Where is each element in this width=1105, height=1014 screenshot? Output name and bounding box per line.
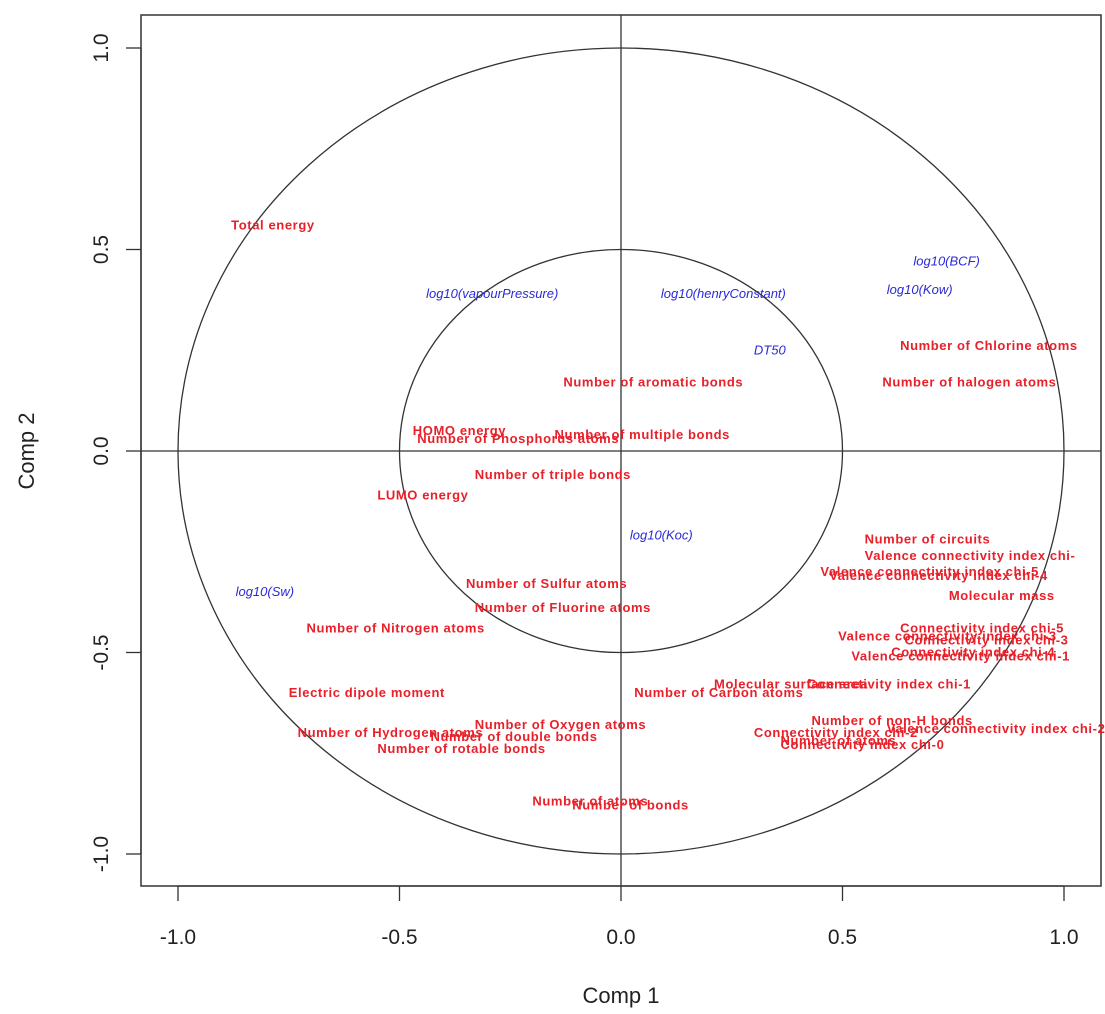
point-label: Number of Nitrogen atoms xyxy=(306,620,484,635)
point-labels: Total energy log10(vapourPressure) log10(h… xyxy=(231,217,1105,812)
point-label: Number of triple bonds xyxy=(475,467,631,482)
x-axis: -1.0 -0.5 0.0 0.5 1.0 xyxy=(160,885,1079,949)
point-label: Valence connectivity index chi-2 xyxy=(887,721,1105,736)
point-label: Molecular surface area xyxy=(714,677,868,692)
point-label: Electric dipole moment xyxy=(289,685,445,700)
point-label: Number of atoms xyxy=(532,794,648,809)
x-tick-label: 1.0 xyxy=(1049,926,1078,949)
point-label: Number of halogen atoms xyxy=(882,374,1056,389)
point-label: Valence connectivity index chi-1 xyxy=(851,649,1070,664)
point-label: DT50 xyxy=(754,342,787,357)
x-tick-label: -0.5 xyxy=(381,926,417,949)
point-label: log10(Kow) xyxy=(887,282,953,297)
y-tick-label: -0.5 xyxy=(90,634,113,670)
y-axis: -1.0 -0.5 0.0 0.5 1.0 xyxy=(90,33,142,872)
point-label: HOMO energy xyxy=(413,423,506,438)
point-label: Number of Carbon atoms xyxy=(634,685,803,700)
point-label: Valence connectivity index chi- xyxy=(865,548,1076,563)
point-label: Number of Oxygen atoms xyxy=(475,717,646,732)
point-label: log10(vapourPressure) xyxy=(426,286,558,301)
point-label: Number of Chlorine atoms xyxy=(900,338,1078,353)
x-tick-label: -1.0 xyxy=(160,926,196,949)
point-label: Molecular mass xyxy=(949,588,1055,603)
y-tick-label: 0.0 xyxy=(90,436,113,465)
point-label: log10(Sw) xyxy=(236,584,295,599)
point-label: log10(henryConstant) xyxy=(661,286,786,301)
y-tick-label: -1.0 xyxy=(90,836,113,872)
point-label: Connectivity index chi-2 xyxy=(754,725,918,740)
point-label: Connectivity index chi-1 xyxy=(807,677,971,692)
point-label: Total energy xyxy=(231,217,315,232)
point-label: Number of aromatic bonds xyxy=(563,374,743,389)
point-label: log10(BCF) xyxy=(913,254,979,269)
y-tick-label: 0.5 xyxy=(90,235,113,264)
y-tick-label: 1.0 xyxy=(90,33,113,62)
point-label: Number of rotable bonds xyxy=(377,741,545,756)
point-label: Number of circuits xyxy=(865,532,991,547)
reference-lines xyxy=(141,15,1101,886)
point-label: Number of non-H bonds xyxy=(811,713,972,728)
point-label: Connectivity index chi-5 xyxy=(900,620,1064,635)
point-label: Connectivity index chi-4 xyxy=(891,645,1055,660)
point-label: Valence connectivity index chi-4 xyxy=(829,568,1048,583)
point-label: Connectivity index chi-0 xyxy=(780,737,944,752)
point-label: Number of double bonds xyxy=(431,729,598,744)
point-label: Valence connectivity index chi-3 xyxy=(838,628,1057,643)
point-label: Number of Fluorine atoms xyxy=(475,600,651,615)
point-label: Number of Hydrogen atoms xyxy=(298,725,484,740)
point-label: Valence connectivity index chi-5 xyxy=(820,564,1039,579)
x-tick-label: 0.5 xyxy=(828,926,857,949)
point-label: LUMO energy xyxy=(377,487,468,502)
y-axis-title: Comp 2 xyxy=(14,412,39,489)
point-label: Connectivity index chi-3 xyxy=(905,632,1069,647)
point-label: Number of Phosphorus atoms xyxy=(417,431,619,446)
point-label: Number of atoms xyxy=(780,733,896,748)
point-label: Number of multiple bonds xyxy=(555,427,730,442)
point-label: Number of bonds xyxy=(572,798,689,813)
point-label: log10(Koc) xyxy=(630,528,693,543)
x-tick-label: 0.0 xyxy=(606,926,635,949)
x-axis-title: Comp 1 xyxy=(582,983,659,1008)
point-label: Number of Sulfur atoms xyxy=(466,576,627,591)
